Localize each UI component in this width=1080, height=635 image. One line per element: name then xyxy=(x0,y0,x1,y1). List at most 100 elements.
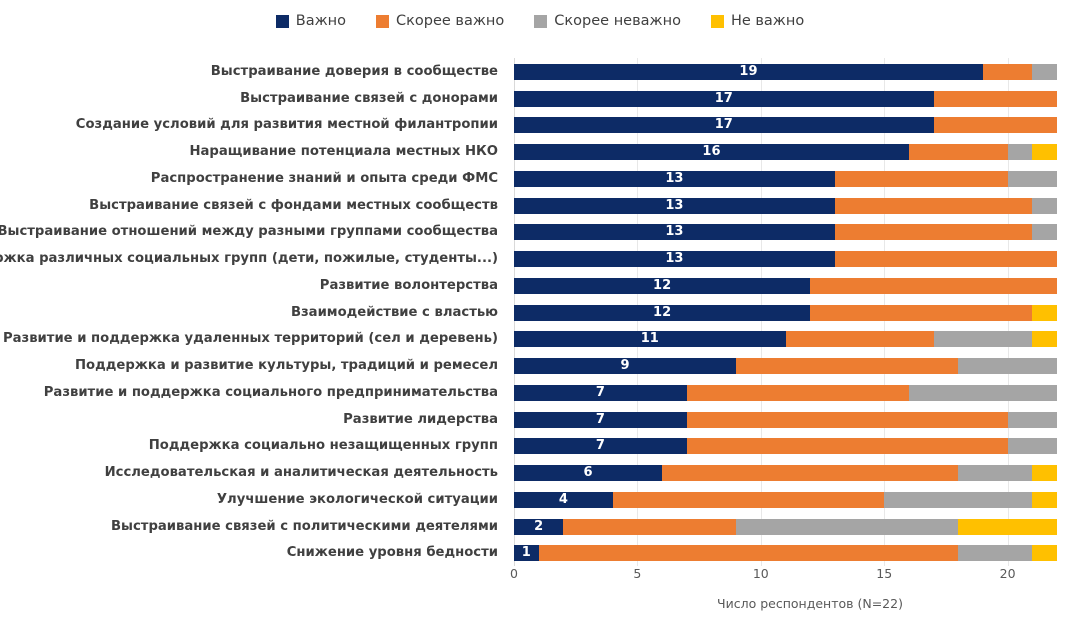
bar-row[interactable]: 17 xyxy=(514,85,1057,113)
bar-segment[interactable] xyxy=(958,465,1033,482)
bar-segment[interactable] xyxy=(514,117,934,134)
bar-segment[interactable] xyxy=(933,331,1033,348)
bar-segment[interactable] xyxy=(514,64,983,80)
bar-segment[interactable] xyxy=(884,491,1033,508)
stacked-bar[interactable] xyxy=(514,465,1057,482)
bar-row[interactable]: 2 xyxy=(514,513,1057,541)
legend-item[interactable]: Скорее неважно xyxy=(534,14,681,29)
bar-segment[interactable] xyxy=(514,197,835,214)
bar-segment[interactable] xyxy=(514,545,539,562)
legend-item[interactable]: Не важно xyxy=(710,14,804,29)
bar-segment[interactable] xyxy=(514,251,835,268)
bar-segment[interactable] xyxy=(736,358,959,375)
bar-row[interactable]: 13 xyxy=(514,218,1057,246)
bar-segment[interactable] xyxy=(514,144,909,161)
bar-row[interactable]: 19 xyxy=(514,58,1057,86)
legend-item[interactable]: Скорее важно xyxy=(376,14,504,29)
bar-segment[interactable] xyxy=(514,224,835,241)
stacked-bar[interactable] xyxy=(514,64,1057,80)
bar-row[interactable]: 11 xyxy=(514,325,1057,353)
stacked-bar[interactable] xyxy=(514,491,1057,508)
bar-row[interactable]: 13 xyxy=(514,245,1057,273)
bar-row[interactable]: 13 xyxy=(514,165,1057,193)
bar-segment[interactable] xyxy=(958,545,1033,562)
stacked-bar[interactable] xyxy=(514,411,1057,428)
bar-segment[interactable] xyxy=(563,518,737,535)
bar-segment[interactable] xyxy=(1032,331,1057,348)
stacked-bar[interactable] xyxy=(514,197,1057,214)
bar-row[interactable]: 17 xyxy=(514,111,1057,139)
bar-segment[interactable] xyxy=(612,491,885,508)
bar-segment[interactable] xyxy=(1032,224,1057,241)
bar-segment[interactable] xyxy=(958,518,1057,535)
bar-segment[interactable] xyxy=(514,438,687,455)
bar-segment[interactable] xyxy=(1007,438,1057,455)
bar-row[interactable]: 4 xyxy=(514,486,1057,514)
bar-segment[interactable] xyxy=(1032,545,1057,562)
bar-segment[interactable] xyxy=(538,545,959,562)
bar-segment[interactable] xyxy=(834,170,1008,187)
bar-segment[interactable] xyxy=(686,411,1008,428)
bar-segment[interactable] xyxy=(514,170,835,187)
bar-segment[interactable] xyxy=(686,438,1008,455)
stacked-bar[interactable] xyxy=(514,170,1057,187)
stacked-bar[interactable] xyxy=(514,358,1057,375)
bar-segment[interactable] xyxy=(736,518,959,535)
bar-segment[interactable] xyxy=(514,358,737,375)
bar-row[interactable]: 9 xyxy=(514,352,1057,380)
bar-segment[interactable] xyxy=(1032,197,1057,214)
bar-segment[interactable] xyxy=(1007,411,1057,428)
bar-segment[interactable] xyxy=(514,518,564,535)
bar-segment[interactable] xyxy=(514,465,663,482)
bar-row[interactable]: 6 xyxy=(514,459,1057,487)
stacked-bar[interactable] xyxy=(514,277,1057,294)
bar-segment[interactable] xyxy=(514,90,934,107)
bar-segment[interactable] xyxy=(933,117,1057,134)
bar-segment[interactable] xyxy=(686,384,909,401)
stacked-bar[interactable] xyxy=(514,438,1057,455)
stacked-bar[interactable] xyxy=(514,304,1057,321)
bar-row[interactable]: 12 xyxy=(514,272,1057,300)
bar-row[interactable]: 12 xyxy=(514,299,1057,327)
legend-item[interactable]: Важно xyxy=(275,14,346,29)
bar-segment[interactable] xyxy=(834,251,1057,268)
bar-segment[interactable] xyxy=(514,384,687,401)
bar-row[interactable]: 7 xyxy=(514,379,1057,407)
bar-row[interactable]: 7 xyxy=(514,432,1057,460)
bar-segment[interactable] xyxy=(933,90,1057,107)
stacked-bar[interactable] xyxy=(514,518,1057,535)
bar-segment[interactable] xyxy=(834,224,1033,241)
bar-segment[interactable] xyxy=(514,277,811,294)
bar-segment[interactable] xyxy=(810,304,1033,321)
bar-segment[interactable] xyxy=(514,304,811,321)
bar-row[interactable]: 7 xyxy=(514,406,1057,434)
bar-segment[interactable] xyxy=(514,331,786,348)
bar-segment[interactable] xyxy=(514,411,687,428)
bar-row[interactable]: 1 xyxy=(514,539,1057,567)
bar-segment[interactable] xyxy=(958,358,1057,375)
bar-segment[interactable] xyxy=(1007,144,1033,161)
bar-segment[interactable] xyxy=(908,384,1057,401)
stacked-bar[interactable] xyxy=(514,224,1057,241)
bar-segment[interactable] xyxy=(1032,144,1057,161)
bar-segment[interactable] xyxy=(908,144,1008,161)
bar-row[interactable]: 13 xyxy=(514,192,1057,220)
bar-segment[interactable] xyxy=(662,465,959,482)
stacked-bar[interactable] xyxy=(514,545,1057,562)
bar-segment[interactable] xyxy=(1032,304,1057,321)
bar-segment[interactable] xyxy=(1032,465,1057,482)
bar-segment[interactable] xyxy=(810,277,1057,294)
bar-segment[interactable] xyxy=(834,197,1033,214)
bar-row[interactable]: 16 xyxy=(514,138,1057,166)
stacked-bar[interactable] xyxy=(514,331,1057,348)
bar-segment[interactable] xyxy=(785,331,934,348)
bar-segment[interactable] xyxy=(1032,64,1057,80)
stacked-bar[interactable] xyxy=(514,117,1057,134)
stacked-bar[interactable] xyxy=(514,251,1057,268)
stacked-bar[interactable] xyxy=(514,384,1057,401)
bar-segment[interactable] xyxy=(1007,170,1057,187)
bar-segment[interactable] xyxy=(982,64,1033,80)
bar-segment[interactable] xyxy=(514,491,613,508)
stacked-bar[interactable] xyxy=(514,144,1057,161)
stacked-bar[interactable] xyxy=(514,90,1057,107)
